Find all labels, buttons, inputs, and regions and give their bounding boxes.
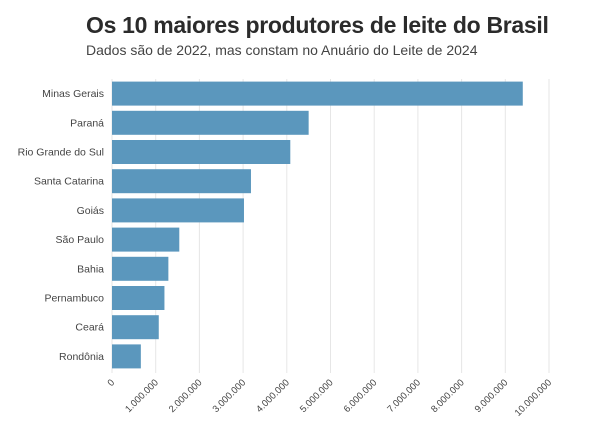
x-tick-label: 0 [106,377,118,389]
category-label: Rondônia [59,351,104,363]
category-label: Rio Grande do Sul [18,147,104,159]
x-tick-label: 5.000.000 [298,377,336,415]
bars [112,81,523,369]
bar [112,256,169,281]
category-label: Goiás [77,205,104,217]
category-label: Pernambuco [44,293,104,305]
x-tick-label: 7.000.000 [385,377,423,415]
bar [112,140,291,164]
x-tick-label: 8.000.000 [429,377,467,415]
bar [112,110,309,135]
bar [112,227,180,252]
x-axis-tick-labels: 0 1.000.000 2.000.000 3.000.000 4.000.000 5.0… [106,377,555,418]
bar [112,344,141,369]
bar [112,169,251,194]
bar [112,81,523,106]
x-tick-label: 1.000.000 [123,377,161,415]
x-tick-label: 6.000.000 [342,377,380,415]
x-tick-label: 9.000.000 [473,377,511,415]
category-labels: Minas Gerais Paraná Rio Grande do Sul Santa… [18,88,105,363]
category-label: Minas Gerais [42,88,104,100]
category-label: Bahia [77,263,104,275]
category-label: Paraná [70,117,104,129]
bar [112,286,165,310]
x-tick-label: 3.000.000 [211,377,249,415]
x-tick-label: 2.000.000 [167,377,205,415]
bar [112,315,159,340]
category-label: São Paulo [56,234,105,246]
chart-subtitle: Dados são de 2022, mas constam no Anuári… [86,42,478,58]
chart-title: Os 10 maiores produtores de leite do Bra… [86,12,549,38]
bar [112,198,244,223]
x-tick-label: 10.000.000 [513,377,554,418]
category-label: Santa Catarina [34,176,104,188]
category-label: Ceará [75,322,104,334]
x-tick-label: 4.000.000 [254,377,292,415]
